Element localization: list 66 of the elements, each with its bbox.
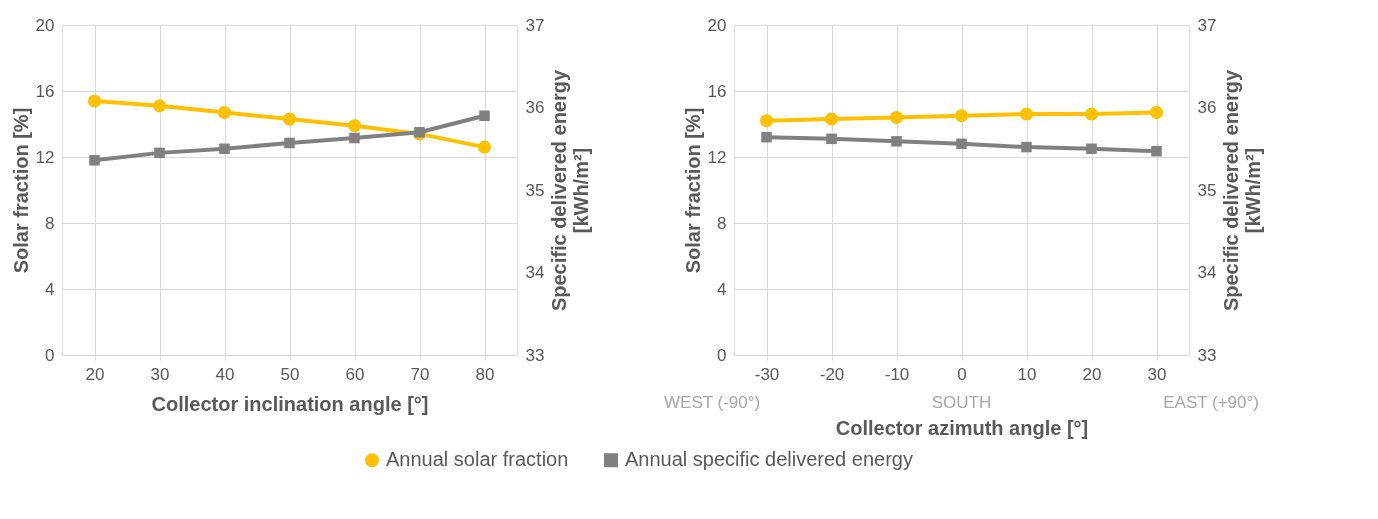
x-tick-label: -20 xyxy=(819,364,845,384)
point xyxy=(217,105,232,119)
x-tick-label: 0 xyxy=(957,364,967,384)
y2-tick-label: 33 xyxy=(525,345,545,365)
y-tick-label: 8 xyxy=(717,213,727,233)
y2-tick-label: 36 xyxy=(1197,98,1217,117)
y2-tick-label: 33 xyxy=(1197,345,1217,365)
point xyxy=(89,155,100,166)
y-axis-title: Solar fraction [%] xyxy=(681,107,704,274)
y-tick-label: 12 xyxy=(707,147,727,167)
point xyxy=(282,112,297,126)
y-tick-label: 4 xyxy=(717,279,727,299)
x-tick-label: 50 xyxy=(280,364,300,384)
point xyxy=(152,99,167,113)
point xyxy=(219,143,230,154)
y2-tick-label: 37 xyxy=(525,15,545,35)
y-tick-label: 12 xyxy=(35,147,55,167)
point xyxy=(284,137,295,149)
x-axis-title: Collector inclination angle [°] xyxy=(151,392,429,415)
y-tick-label: 0 xyxy=(45,345,55,365)
point xyxy=(349,132,360,144)
text: EAST (+90°) xyxy=(1163,393,1259,412)
x-tick-label: 30 xyxy=(1147,364,1167,384)
point xyxy=(1021,141,1032,153)
point xyxy=(956,138,967,150)
y-tick-label: 8 xyxy=(45,213,55,233)
y2-tick-label: 34 xyxy=(1197,263,1217,282)
x-tick-label: -10 xyxy=(884,364,910,384)
point xyxy=(347,119,362,133)
x-tick-label: 20 xyxy=(85,364,105,384)
x-tick-label: 10 xyxy=(1017,364,1037,384)
x-tick-label: -30 xyxy=(754,364,780,384)
x-tick-label: 60 xyxy=(345,364,365,384)
y2-tick-label: 36 xyxy=(525,98,545,117)
x-tick-label: 30 xyxy=(150,364,170,384)
point xyxy=(1151,145,1162,157)
x-tick-label: 40 xyxy=(215,364,235,384)
point xyxy=(826,133,837,145)
x-tick-label: 20 xyxy=(1082,364,1102,384)
x-tick-label: 80 xyxy=(475,364,495,384)
y2-tick-label: 34 xyxy=(525,263,545,282)
text: WEST (-90°) xyxy=(664,393,761,412)
y2-axis-title: Specific delivered energy [kWh/m²] xyxy=(1220,69,1265,312)
y-tick-label: 20 xyxy=(707,15,727,35)
text: SOUTH xyxy=(931,393,992,412)
point xyxy=(154,147,165,159)
y2-tick-label: 35 xyxy=(525,180,545,200)
y2-axis-title: Specific delivered energy [kWh/m²] xyxy=(548,69,593,312)
point xyxy=(761,131,772,143)
point xyxy=(477,140,492,154)
x-axis-title: Collector azimuth angle [°] xyxy=(835,416,1089,439)
x-tick-label: 70 xyxy=(410,364,430,384)
y2-tick-label: 37 xyxy=(1197,15,1217,35)
point xyxy=(87,94,102,108)
y-tick-label: 0 xyxy=(717,345,727,365)
point xyxy=(1086,143,1097,154)
y-tick-label: 20 xyxy=(35,15,55,35)
y-tick-label: 16 xyxy=(35,81,55,101)
legend-label: Annual solar fraction xyxy=(386,448,569,471)
legend-label: Annual specific delivered energy xyxy=(625,448,913,471)
point xyxy=(891,136,902,147)
y-axis-title: Solar fraction [%] xyxy=(9,107,32,274)
y-tick-label: 16 xyxy=(707,81,727,101)
y2-tick-label: 35 xyxy=(1197,180,1217,200)
point xyxy=(479,110,490,121)
y-tick-label: 4 xyxy=(45,279,55,299)
